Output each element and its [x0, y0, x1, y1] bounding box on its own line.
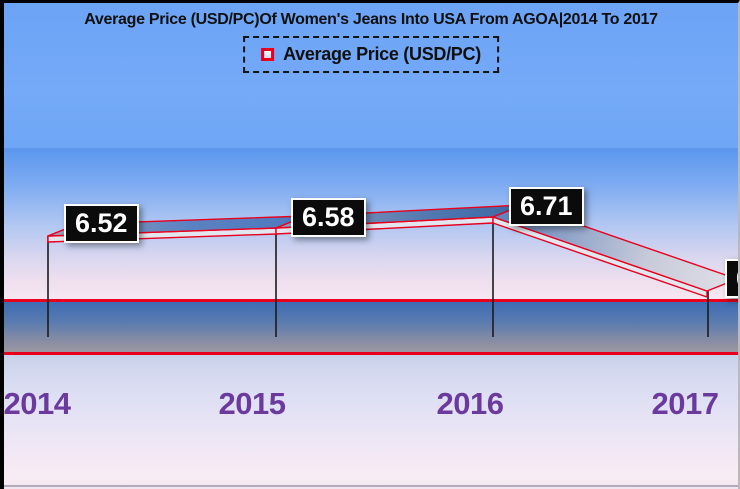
- axis-label-area: [4, 355, 738, 489]
- legend-label: Average Price (USD/PC): [283, 44, 481, 64]
- x-axis-label-2014: 2014: [3, 386, 71, 421]
- legend-square-marker-icon: [261, 48, 275, 61]
- plot-floor-band: [4, 299, 738, 355]
- bottom-edge-line: [4, 485, 738, 487]
- x-axis-label-2016: 2016: [436, 386, 504, 421]
- drop-lines: [47, 217, 709, 337]
- legend: Average Price (USD/PC): [243, 36, 499, 73]
- data-label-2015: 6.58: [291, 198, 366, 238]
- price-ribbon-plot: [47, 204, 738, 337]
- ribbon-top-faces: [47, 204, 738, 292]
- data-label-2014: 6.52: [64, 204, 139, 244]
- chart-header-band: [4, 3, 738, 148]
- data-label-2016: 6.71: [509, 187, 584, 227]
- chart-title: Average Price (USD/PC)Of Women's Jeans I…: [84, 11, 658, 28]
- x-axis-label-2015: 2015: [218, 386, 286, 421]
- data-label-2017: 6: [725, 259, 738, 299]
- x-axis-label-2017: 2017: [651, 386, 719, 421]
